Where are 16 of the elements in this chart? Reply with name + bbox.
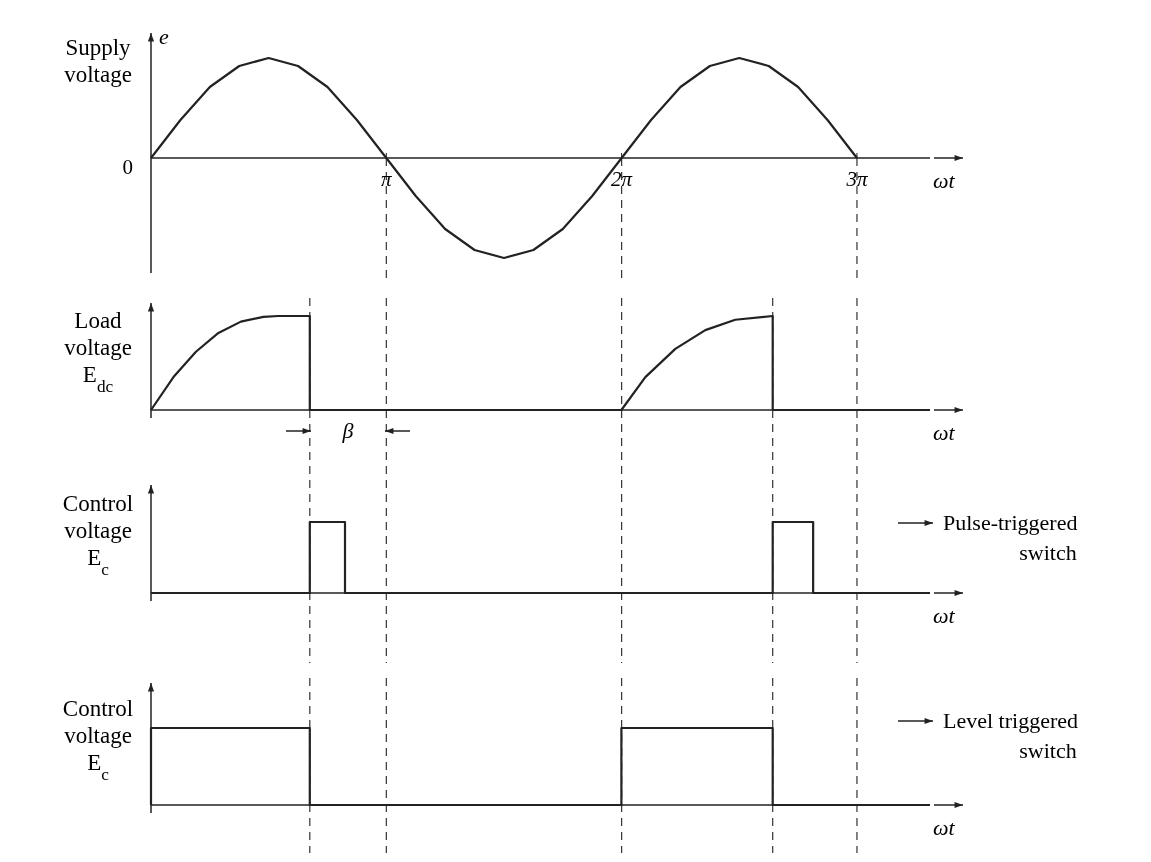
annotation: β xyxy=(341,418,354,443)
y-axis-title: Supply voltage xyxy=(64,35,132,87)
y-axis-title: Control voltage E$_{c}$ xyxy=(62,695,134,783)
x-axis-title: ωt xyxy=(933,420,956,445)
x-axis-title: ωt xyxy=(933,168,956,193)
x-axis-title: ωt xyxy=(933,815,956,840)
text: e xyxy=(159,24,169,49)
x-axis-title: ωt xyxy=(933,603,956,628)
x-tick-label: 3π xyxy=(845,167,868,191)
y-axis-title: Control voltage E$_{c}$ xyxy=(62,490,134,578)
x-tick-label: π xyxy=(381,167,393,191)
x-tick-label: 2π xyxy=(611,167,633,191)
annotation: 0 xyxy=(122,155,133,179)
text: Pulse-triggered switch xyxy=(943,510,1078,565)
text: Level triggered switch xyxy=(943,708,1078,763)
y-axis-title: Load voltage E$_{dc}$ xyxy=(64,308,132,396)
